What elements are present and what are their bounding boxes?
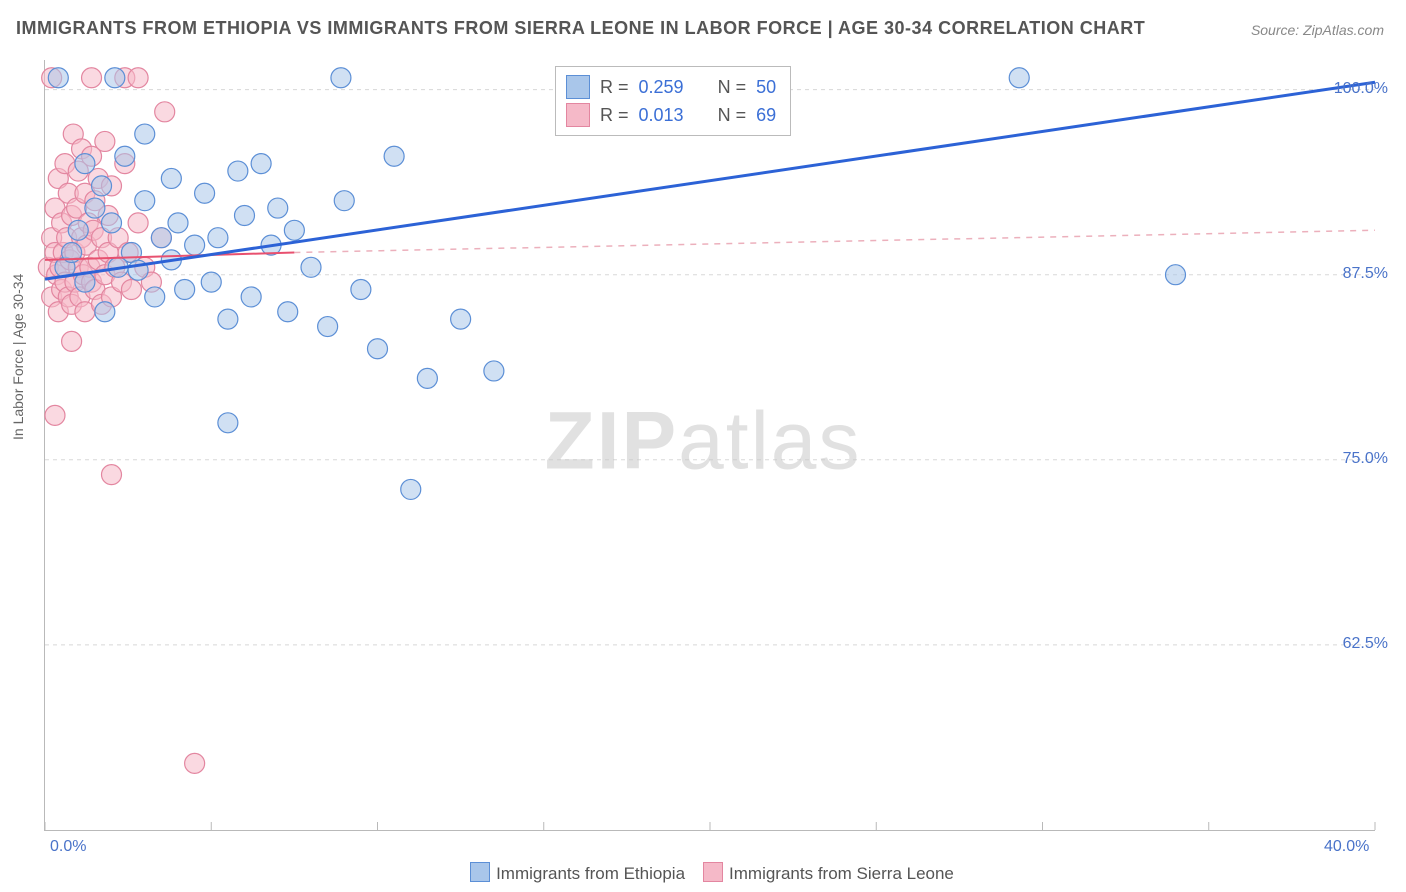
r-label: R = [600, 77, 629, 98]
x-min-label: 0.0% [50, 838, 86, 856]
y-tick-label: 62.5% [1343, 635, 1388, 653]
scatter-point [1166, 265, 1186, 285]
legend-swatch [566, 75, 590, 99]
legend-series-label: Immigrants from Sierra Leone [729, 864, 954, 883]
scatter-point [95, 131, 115, 151]
correlation-legend: R = 0.259 N = 50 R = 0.013 N = 69 [555, 66, 791, 136]
legend-swatch [703, 862, 723, 882]
scatter-point [241, 287, 261, 307]
n-label: N = [718, 77, 747, 98]
scatter-point [135, 191, 155, 211]
scatter-point [251, 154, 271, 174]
n-label: N = [718, 105, 747, 126]
scatter-point [121, 243, 141, 263]
scatter-point [268, 198, 288, 218]
r-value: 0.013 [639, 105, 684, 126]
scatter-point [92, 176, 112, 196]
legend-row: R = 0.259 N = 50 [566, 73, 776, 101]
scatter-point [484, 361, 504, 381]
scatter-point [208, 228, 228, 248]
scatter-point [102, 465, 122, 485]
n-value: 50 [756, 77, 776, 98]
scatter-point [45, 405, 65, 425]
scatter-point [145, 287, 165, 307]
scatter-point [368, 339, 388, 359]
y-tick-label: 87.5% [1343, 265, 1388, 283]
scatter-point [384, 146, 404, 166]
r-value: 0.259 [639, 77, 684, 98]
scatter-point [301, 257, 321, 277]
scatter-point [331, 68, 351, 88]
scatter-point [121, 280, 141, 300]
chart-title: IMMIGRANTS FROM ETHIOPIA VS IMMIGRANTS F… [16, 18, 1145, 39]
scatter-point [68, 220, 88, 240]
n-value: 69 [756, 105, 776, 126]
scatter-point [85, 198, 105, 218]
scatter-point [115, 146, 135, 166]
scatter-point [75, 154, 95, 174]
scatter-point [218, 309, 238, 329]
y-axis-label: In Labor Force | Age 30-34 [10, 274, 26, 440]
scatter-point [1009, 68, 1029, 88]
y-tick-label: 75.0% [1343, 450, 1388, 468]
y-tick-label: 100.0% [1334, 80, 1388, 98]
scatter-point [351, 280, 371, 300]
scatter-point [95, 302, 115, 322]
legend-row: R = 0.013 N = 69 [566, 101, 776, 129]
series-legend: Immigrants from Ethiopia Immigrants from … [0, 862, 1406, 884]
scatter-point [284, 220, 304, 240]
scatter-point [175, 280, 195, 300]
scatter-point [228, 161, 248, 181]
scatter-point [102, 213, 122, 233]
scatter-point [151, 228, 171, 248]
scatter-point [218, 413, 238, 433]
scatter-point [185, 753, 205, 773]
scatter-point [48, 68, 68, 88]
scatter-point [128, 213, 148, 233]
scatter-point [417, 368, 437, 388]
legend-series-label: Immigrants from Ethiopia [496, 864, 685, 883]
legend-swatch [470, 862, 490, 882]
scatter-point [161, 168, 181, 188]
legend-swatch [566, 103, 590, 127]
source-label: Source: ZipAtlas.com [1251, 22, 1384, 38]
scatter-point [235, 205, 255, 225]
scatter-point [168, 213, 188, 233]
r-label: R = [600, 105, 629, 126]
scatter-point [135, 124, 155, 144]
scatter-point [185, 235, 205, 255]
scatter-point [318, 317, 338, 337]
scatter-point [82, 68, 102, 88]
x-max-label: 40.0% [1324, 838, 1369, 856]
scatter-point [105, 68, 125, 88]
scatter-point [128, 68, 148, 88]
scatter-point [451, 309, 471, 329]
scatter-point [62, 331, 82, 351]
scatter-svg [45, 60, 1375, 830]
scatter-point [278, 302, 298, 322]
chart-plot-area [44, 60, 1375, 831]
scatter-point [155, 102, 175, 122]
scatter-point [201, 272, 221, 292]
scatter-point [401, 479, 421, 499]
scatter-point [334, 191, 354, 211]
scatter-point [195, 183, 215, 203]
